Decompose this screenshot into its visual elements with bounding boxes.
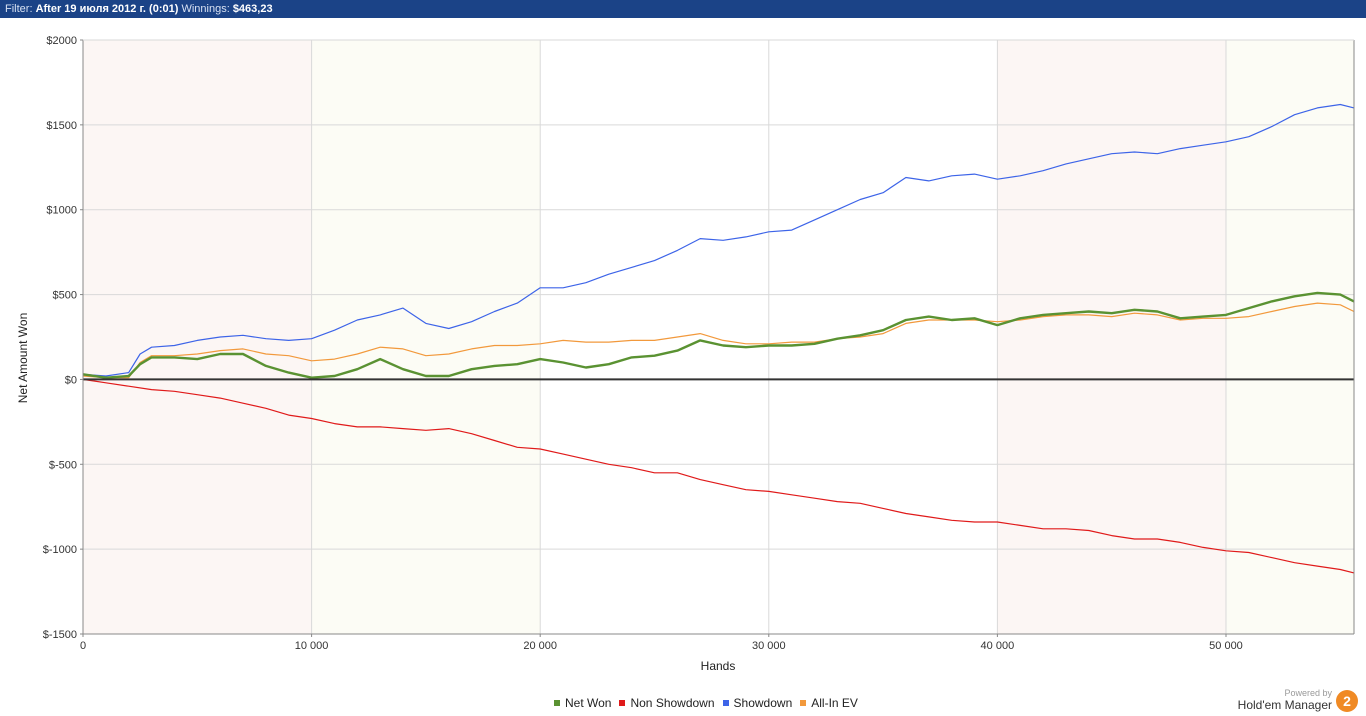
legend-label: All-In EV [811, 696, 858, 710]
x-tick-label: 40 000 [981, 640, 1015, 652]
legend-item-net-won[interactable]: Net Won [554, 696, 611, 710]
net-won-chart: $2000 $1500 $1000 $500 $0 $-500 $-1000 $-1500 0… [16, 35, 1355, 673]
chart-axes [82, 39, 1355, 635]
legend-swatch [554, 700, 560, 706]
winnings-label: Winnings: [181, 3, 230, 15]
series-line-net-won [82, 291, 1355, 379]
y-axis-title: Net Amount Won [16, 313, 30, 404]
legend-item-showdown[interactable]: Showdown [722, 696, 793, 710]
branding: Powered by Hold'em Manager 2 [1238, 684, 1358, 712]
x-tick-label: 30 000 [752, 640, 786, 652]
x-tick-label: 20 000 [523, 640, 557, 652]
y-tick-label: $2000 [46, 35, 77, 47]
series-line-non-showdown [82, 378, 1355, 574]
chart-band [1225, 40, 1354, 634]
legend-item-all-in-ev[interactable]: All-In EV [800, 696, 858, 710]
product-name: Hold'em Manager [1237, 698, 1332, 712]
hem-logo-icon: 2 [1336, 690, 1358, 712]
y-tick-labels: $2000 $1500 $1000 $500 $0 $-500 $-1000 $-1500 [43, 35, 83, 641]
legend-swatch [619, 700, 626, 706]
legend-swatch [722, 700, 729, 706]
y-tick-label: $-1500 [43, 629, 77, 641]
legend-item-non-showdown[interactable]: Non Showdown [619, 696, 715, 710]
y-tick-label: $1500 [46, 120, 77, 132]
series-line-showdown [82, 103, 1355, 377]
legend-label: Net Won [565, 696, 612, 710]
x-tick-label: 10 000 [295, 640, 329, 652]
legend-label: Non Showdown [630, 696, 715, 710]
chart-band [768, 40, 998, 634]
x-tick-label: 50 000 [1209, 640, 1243, 652]
y-tick-label: $-1000 [43, 544, 77, 556]
x-axis-title: Hands [701, 659, 736, 673]
chart-bands [83, 40, 1354, 634]
x-tick-label: 0 [80, 640, 86, 652]
brand-text: Powered by Hold'em Manager [1238, 688, 1332, 712]
chart-band [540, 40, 769, 634]
series-line-all-in-ev [82, 302, 1355, 379]
filter-label: Filter: [5, 3, 33, 15]
legend-swatch [800, 700, 807, 706]
chart-band [311, 40, 541, 634]
y-tick-label: $-500 [49, 459, 77, 471]
winnings-value: $463,23 [232, 3, 273, 15]
filter-bar: Filter: After 19 июля 2012 г. (0:01) Win… [0, 0, 1366, 18]
y-tick-label: $500 [53, 290, 77, 302]
y-tick-label: $1000 [46, 205, 77, 217]
chart-legend: Net Won Non Showdown Showdown All-In EV [554, 696, 858, 710]
filter-value[interactable]: After 19 июля 2012 г. (0:01) [35, 3, 179, 15]
legend-label: Showdown [733, 696, 793, 710]
chart-band [83, 40, 312, 634]
y-tick-label: $0 [65, 374, 77, 386]
powered-by-label: Powered by [1284, 688, 1332, 698]
chart-series-layer [82, 103, 1355, 574]
x-tick-labels: 0 10 000 20 000 30 000 40 000 50 000 [80, 634, 1243, 652]
